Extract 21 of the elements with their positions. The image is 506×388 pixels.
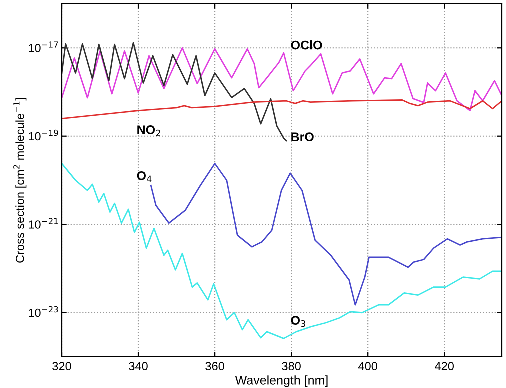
series-label: OClO: [291, 40, 322, 50]
y-axis-title: Cross section [cm$^{2}$ molecule$^{−1}$]: [14, 98, 27, 263]
line-series: [150, 163, 502, 306]
line-series: [62, 100, 502, 120]
series-label: O$_{3}$: [291, 316, 306, 328]
x-tick-label: 400: [358, 362, 378, 371]
series-label: BrO: [292, 132, 314, 142]
line-series: [62, 163, 502, 340]
y-tick-label: 10$^{−19}$: [29, 130, 58, 141]
y-tick-label: 10$^{−17}$: [29, 42, 58, 52]
x-tick-label: 340: [129, 362, 148, 371]
series-label: O$_{4}$: [137, 171, 152, 182]
series-label: NO$_{2}$: [138, 126, 160, 136]
x-tick-label: 360: [206, 362, 224, 371]
y-tick-label: 10$^{−23}$: [29, 306, 58, 318]
line-series: [62, 42, 288, 142]
y-tick-label: 10$^{−21}$: [29, 218, 58, 229]
x-tick-label: 320: [52, 362, 72, 371]
x-tick-label: 380: [282, 362, 301, 371]
x-tick-label: 420: [435, 362, 454, 371]
x-axis-title: Wavelength [nm]: [235, 376, 328, 388]
